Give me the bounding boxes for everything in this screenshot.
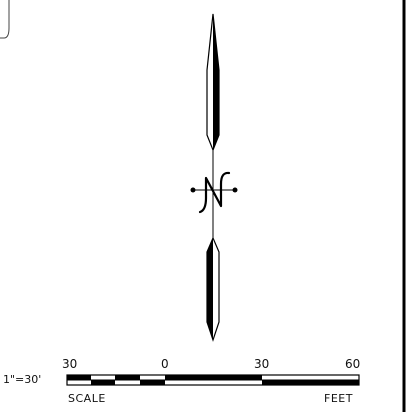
upper-needle-shade xyxy=(213,18,219,150)
scale-seg xyxy=(115,375,140,380)
scale-seg xyxy=(91,380,115,385)
scale-tick-label: 0 xyxy=(161,357,169,371)
scale-seg xyxy=(262,380,359,385)
scale-seg xyxy=(140,380,165,385)
scale-tick-label: 60 xyxy=(345,357,361,371)
lower-tail-shade xyxy=(207,238,213,340)
north-arrow xyxy=(190,13,238,342)
units-caption: FEET xyxy=(324,392,353,405)
west-dot xyxy=(190,187,196,193)
north-symbol xyxy=(198,171,231,214)
east-dot xyxy=(232,187,238,193)
scale-seg xyxy=(165,375,262,380)
scale-tick-label: 30 xyxy=(254,357,270,371)
corner-bracket xyxy=(0,0,10,39)
scale-ratio-label: 1"=30' xyxy=(3,373,42,386)
scale-caption: SCALE xyxy=(68,392,106,405)
scale-seg xyxy=(67,375,91,380)
scale-tick-label: 30 xyxy=(62,357,78,371)
graphic-scale-bar xyxy=(66,374,360,386)
